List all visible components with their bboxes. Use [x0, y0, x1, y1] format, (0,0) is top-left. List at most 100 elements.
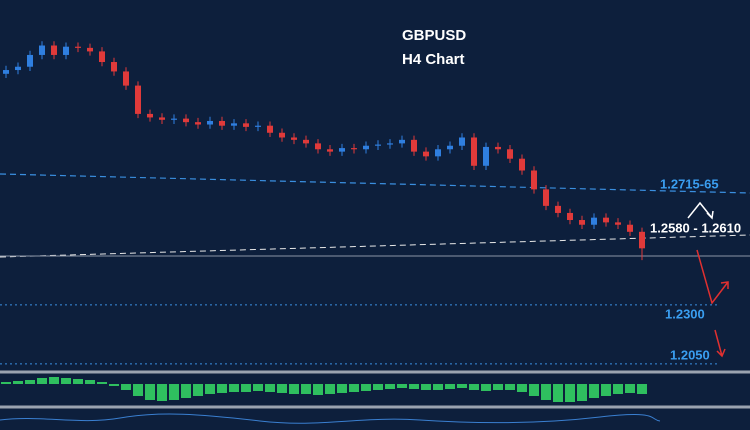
histogram-bar [577, 384, 587, 401]
candle-body [267, 125, 273, 133]
histogram-bar [301, 384, 311, 394]
candle-body [159, 117, 165, 120]
level-label: 1.2050 [670, 347, 710, 362]
candle-body [147, 113, 153, 118]
histogram-bar [1, 382, 11, 384]
candle-body [63, 46, 69, 55]
candle-body [231, 123, 237, 126]
candle-body [423, 151, 429, 157]
candle-body [411, 139, 417, 152]
candle-body [519, 158, 525, 171]
candle-body [15, 66, 21, 71]
histogram-bar [589, 384, 599, 398]
candle-body [435, 149, 441, 157]
histogram-bar [565, 384, 575, 402]
candle-body [579, 220, 585, 225]
histogram-bar [553, 384, 563, 402]
candle-body [591, 217, 597, 225]
candle-body [375, 144, 381, 146]
candle-body [27, 54, 33, 67]
histogram-bar [121, 384, 131, 390]
candle-body [567, 212, 573, 221]
candle-body [135, 85, 141, 114]
histogram-bar [613, 384, 623, 394]
candle-body [639, 231, 645, 249]
candle-body [111, 62, 117, 72]
candle-body [99, 51, 105, 63]
histogram-bar [289, 384, 299, 394]
histogram-bar [229, 384, 239, 392]
histogram-bar [277, 384, 287, 393]
histogram-bar [349, 384, 359, 392]
histogram-bar [481, 384, 491, 391]
histogram-bar [517, 384, 527, 392]
candle-body [195, 122, 201, 125]
arrow [714, 329, 726, 358]
histogram-bar [49, 377, 59, 384]
histogram-bar [421, 384, 431, 390]
candle-body [51, 45, 57, 55]
histogram-bar [169, 384, 179, 400]
histogram-bar [445, 384, 455, 389]
histogram-bar [313, 384, 323, 395]
histogram-bar [85, 380, 95, 384]
histogram-bar [133, 384, 143, 396]
level-label: 1.2300 [665, 306, 705, 321]
histogram-bar [625, 384, 635, 393]
chart-title: GBPUSD [402, 27, 466, 44]
histogram-bar [205, 384, 215, 394]
candle-body [603, 217, 609, 223]
histogram-bar [409, 384, 419, 389]
candle-body [315, 143, 321, 150]
candle-body [279, 132, 285, 138]
histogram-bar [241, 384, 251, 392]
candle-body [3, 70, 9, 74]
histogram-bar [469, 384, 479, 390]
candle-body [531, 170, 537, 190]
histogram-bar [73, 379, 83, 384]
histogram-bar [109, 384, 119, 386]
candle-body [627, 224, 633, 232]
candle-body [327, 149, 333, 152]
candle-body [87, 47, 93, 52]
annotation: 1.2580 - 1.2610 [650, 220, 741, 235]
histogram-bar [433, 384, 443, 390]
candle-body [243, 123, 249, 127]
histogram-bar [529, 384, 539, 396]
histogram-bar [373, 384, 383, 390]
candle-body [183, 118, 189, 123]
candle-body [351, 148, 357, 150]
histogram-bar [157, 384, 167, 401]
histogram-bar [385, 384, 395, 389]
candle-body [207, 120, 213, 125]
histogram-bar [37, 378, 47, 384]
candle-body [387, 143, 393, 145]
candle-body [291, 137, 297, 140]
candle-body [615, 222, 621, 225]
annotation: 1.2715-65 [660, 176, 719, 191]
candle-body [543, 189, 549, 206]
candle-body [459, 137, 465, 146]
candle-body [555, 205, 561, 213]
trend-line [0, 173, 750, 194]
candle-body [255, 125, 261, 127]
candle-body [219, 120, 225, 126]
candle-body [363, 145, 369, 150]
candle-body [471, 137, 477, 166]
histogram-bar [181, 384, 191, 398]
histogram-bar [61, 378, 71, 384]
histogram-bar [541, 384, 551, 400]
histogram-bar [193, 384, 203, 396]
histogram-bar [13, 381, 23, 384]
candle-body [495, 146, 501, 150]
histogram-bar [97, 382, 107, 384]
histogram-bar [505, 384, 515, 390]
histogram-bar [145, 384, 155, 400]
histogram-bar [217, 384, 227, 393]
candle-body [171, 118, 177, 120]
candle-body [303, 139, 309, 144]
trend-line [0, 234, 750, 258]
histogram-bar [325, 384, 335, 394]
candle-body [507, 149, 513, 159]
